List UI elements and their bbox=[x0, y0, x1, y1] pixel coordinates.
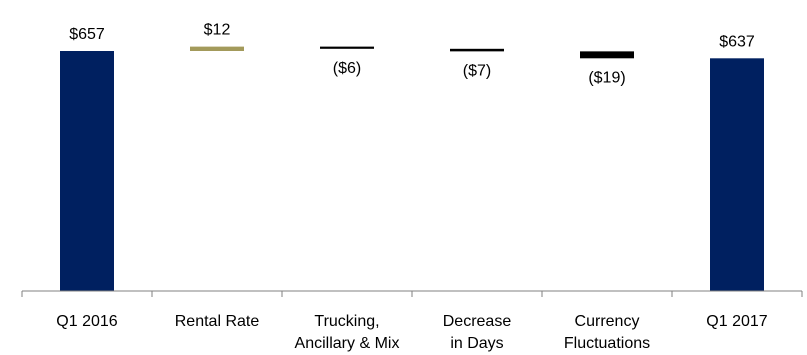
x-tick-label-rental-rate: Rental Rate bbox=[175, 313, 260, 330]
bars-layer bbox=[60, 46, 764, 291]
bar-rental-rate bbox=[190, 46, 244, 51]
bar-q1-2016 bbox=[60, 51, 114, 291]
value-labels-layer: $657 $12 ($6) ($7) ($19) $637 bbox=[69, 22, 755, 87]
x-axis: Q1 2016 Rental Rate Trucking, Ancillary & M… bbox=[21, 290, 803, 352]
x-tick-label-q1-2016: Q1 2016 bbox=[56, 313, 117, 330]
x-tick-label-q1-2017: Q1 2017 bbox=[706, 313, 767, 330]
value-label-trucking-ancillary-mix: ($6) bbox=[333, 60, 361, 77]
bar-currency-fluctuations bbox=[580, 51, 634, 59]
bar-trucking-ancillary-mix bbox=[320, 46, 374, 49]
value-label-decrease-in-days: ($7) bbox=[463, 62, 491, 79]
bar-decrease-in-days bbox=[450, 48, 504, 52]
value-label-q1-2017: $637 bbox=[719, 33, 755, 50]
x-tick-label-currency-fluctuations: Currency Fluctuations bbox=[564, 313, 650, 352]
x-tick-label-trucking-ancillary-mix: Trucking, Ancillary & Mix bbox=[295, 313, 400, 352]
x-tick-label-decrease-in-days: Decrease in Days bbox=[443, 313, 512, 352]
value-label-q1-2016: $657 bbox=[69, 26, 105, 43]
value-label-currency-fluctuations: ($19) bbox=[588, 69, 625, 86]
bar-q1-2017 bbox=[710, 58, 764, 291]
value-label-rental-rate: $12 bbox=[204, 22, 231, 39]
